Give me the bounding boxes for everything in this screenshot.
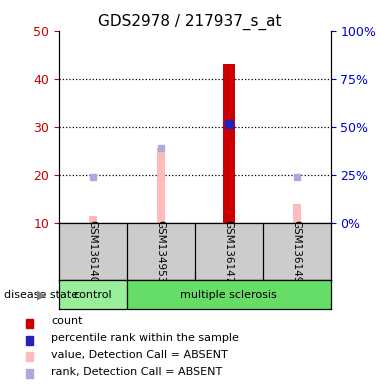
Text: value, Detection Call = ABSENT: value, Detection Call = ABSENT [51,350,228,360]
Bar [127,280,331,309]
Text: GDS2978 / 217937_s_at: GDS2978 / 217937_s_at [98,13,282,30]
FancyBboxPatch shape [26,336,33,344]
Text: rank, Detection Call = ABSENT: rank, Detection Call = ABSENT [51,367,222,377]
Text: disease state: disease state [4,290,78,300]
FancyBboxPatch shape [26,319,33,328]
Bar [89,215,97,223]
Text: GSM134953: GSM134953 [156,220,166,283]
Text: count: count [51,316,82,326]
Bar [59,280,127,309]
Text: control: control [74,290,112,300]
FancyBboxPatch shape [26,353,33,361]
Text: GSM136140: GSM136140 [88,220,98,283]
Text: GSM136149: GSM136149 [291,220,302,283]
Text: ▶: ▶ [37,288,47,301]
Text: GSM136147: GSM136147 [224,220,234,283]
Text: percentile rank within the sample: percentile rank within the sample [51,333,239,343]
Bar [59,223,127,280]
Bar [127,223,195,280]
Bar [195,223,263,280]
Bar [263,223,331,280]
Bar [223,64,235,223]
Bar [293,204,301,223]
FancyBboxPatch shape [26,369,33,378]
Text: multiple sclerosis: multiple sclerosis [180,290,277,300]
Bar [157,148,165,223]
